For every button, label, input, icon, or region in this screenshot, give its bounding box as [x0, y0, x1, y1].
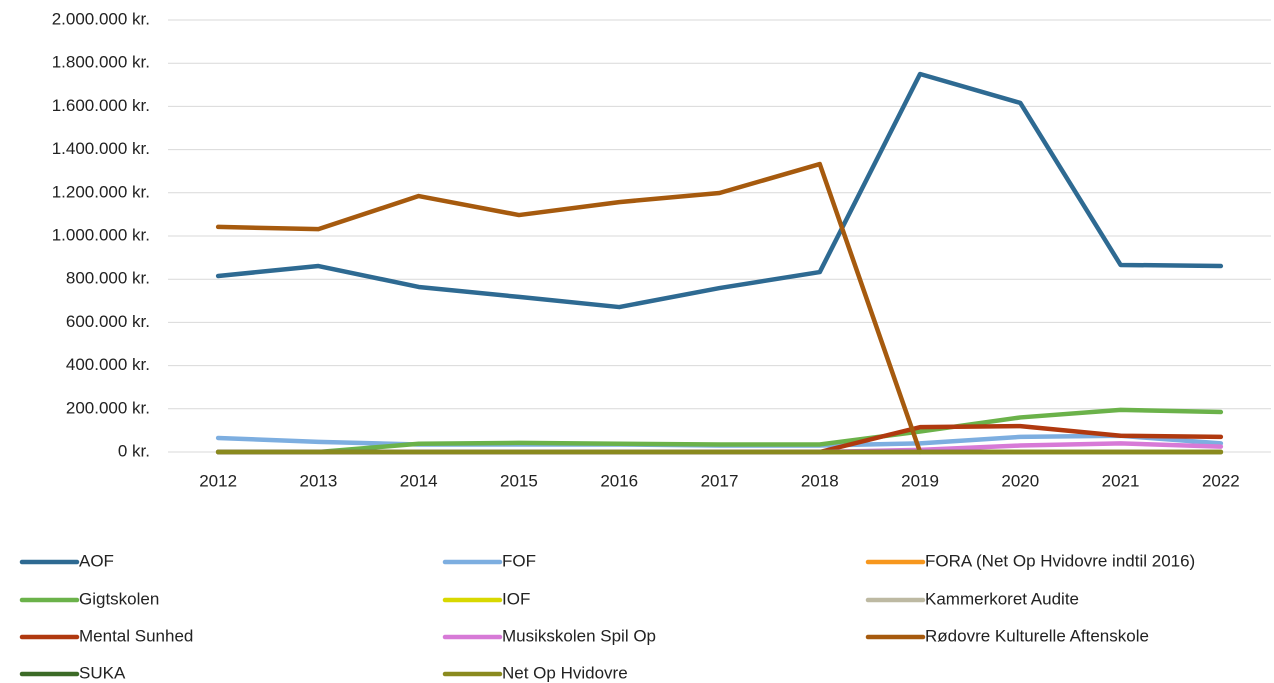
legend-label: Mental Sunhed	[79, 626, 193, 645]
x-tick-label: 2022	[1202, 471, 1240, 490]
x-tick-label: 2020	[1001, 471, 1039, 490]
y-tick-label: 0 kr.	[118, 441, 150, 460]
y-tick-label: 600.000 kr.	[66, 312, 150, 331]
x-tick-label: 2019	[901, 471, 939, 490]
x-tick-label: 2018	[801, 471, 839, 490]
series-line	[215, 407, 1224, 455]
legend-label: Rødovre Kulturelle Aftenskole	[925, 626, 1149, 645]
y-tick-label: 1.000.000 kr.	[52, 225, 150, 244]
legend-label: Net Op Hvidovre	[502, 663, 628, 682]
y-tick-label: 400.000 kr.	[66, 355, 150, 374]
series-line	[215, 161, 923, 455]
y-tick-label: 200.000 kr.	[66, 398, 150, 417]
y-tick-label: 2.000.000 kr.	[52, 9, 150, 28]
x-tick-label: 2015	[500, 471, 538, 490]
legend-label: Gigtskolen	[79, 589, 159, 608]
y-tick-label: 1.600.000 kr.	[52, 96, 150, 115]
legend-label: FOF	[502, 551, 536, 570]
x-tick-label: 2017	[701, 471, 739, 490]
legend-label: SUKA	[79, 663, 126, 682]
y-tick-label: 1.800.000 kr.	[52, 53, 150, 72]
x-tick-label: 2021	[1102, 471, 1140, 490]
x-tick-label: 2013	[299, 471, 337, 490]
legend-label: Musikskolen Spil Op	[502, 626, 656, 645]
y-tick-label: 1.400.000 kr.	[52, 139, 150, 158]
y-tick-label: 1.200.000 kr.	[52, 182, 150, 201]
legend-label: Kammerkoret Audite	[925, 589, 1079, 608]
y-tick-label: 800.000 kr.	[66, 269, 150, 288]
x-tick-label: 2016	[600, 471, 638, 490]
x-tick-label: 2014	[400, 471, 438, 490]
legend-label: AOF	[79, 551, 114, 570]
series-line	[215, 71, 1224, 310]
legend-label: FORA (Net Op Hvidovre indtil 2016)	[925, 551, 1195, 570]
legend-label: IOF	[502, 589, 530, 608]
x-tick-label: 2012	[199, 471, 237, 490]
